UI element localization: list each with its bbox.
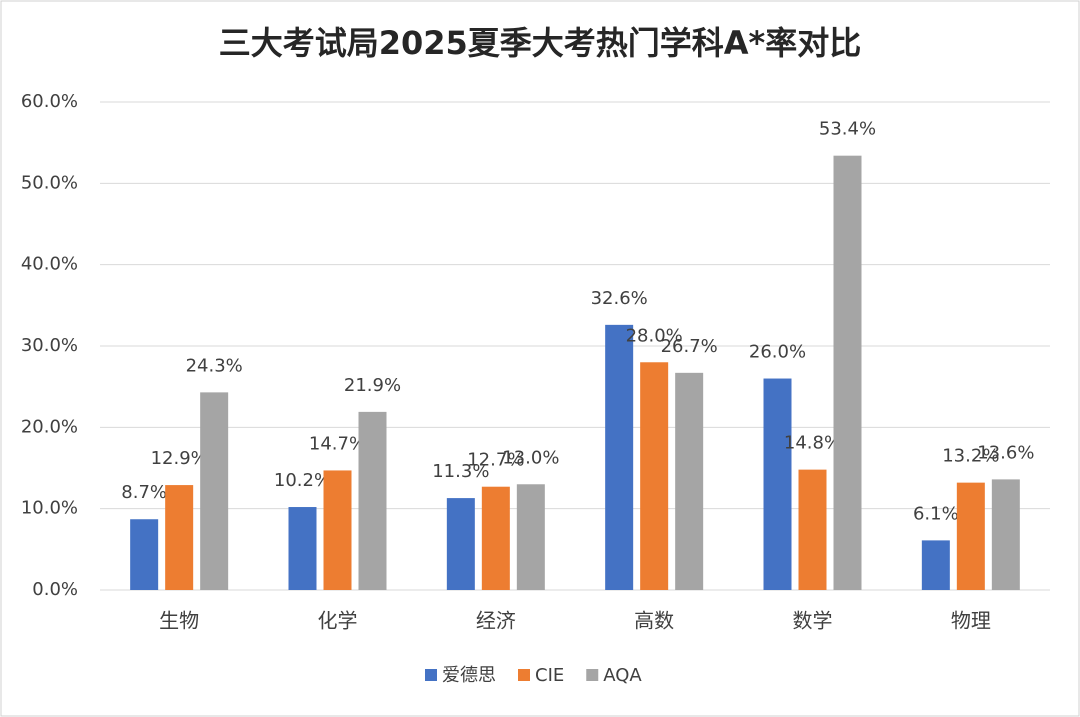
bar [763, 378, 792, 590]
value-label: 11.3% [432, 461, 489, 482]
x-tick-label: 化学 [318, 609, 358, 633]
x-tick-label: 经济 [476, 609, 516, 633]
value-label: 21.9% [344, 375, 401, 396]
y-tick-label: 20.0% [21, 416, 78, 437]
value-label: 32.6% [591, 288, 648, 309]
value-label: 24.3% [186, 355, 243, 376]
value-label: 14.7% [309, 433, 366, 454]
bar [798, 469, 827, 590]
chart-title: 三大考试局2025夏季大考热门学科A*率对比 [219, 24, 862, 62]
legend-swatch [518, 669, 530, 681]
bar [921, 540, 950, 590]
y-tick-label: 40.0% [21, 254, 78, 275]
x-tick-label: 数学 [793, 609, 833, 633]
legend-label: AQA [603, 665, 642, 686]
bar [323, 470, 352, 590]
value-label: 53.4% [819, 119, 876, 140]
bar [358, 411, 387, 590]
legend-swatch [586, 669, 599, 681]
x-tick-label: 高数 [634, 609, 674, 633]
x-tick-label: 生物 [159, 609, 199, 633]
bar [833, 155, 862, 590]
value-label: 13.6% [977, 442, 1034, 463]
value-label: 6.1% [913, 503, 959, 524]
value-label: 12.9% [151, 448, 208, 469]
bar [991, 479, 1020, 590]
bar [605, 324, 634, 590]
bar [516, 484, 545, 590]
bar [288, 507, 317, 590]
value-label: 14.8% [784, 433, 841, 454]
value-label: 10.2% [274, 470, 331, 491]
y-tick-label: 50.0% [21, 172, 78, 193]
bar [640, 362, 669, 590]
bar [481, 486, 510, 590]
legend-label: CIE [535, 665, 564, 686]
y-tick-label: 60.0% [21, 91, 78, 112]
bar [165, 485, 194, 590]
x-tick-label: 物理 [951, 609, 991, 633]
y-tick-label: 30.0% [21, 335, 78, 356]
value-label: 13.0% [502, 447, 559, 468]
value-label: 26.7% [661, 336, 718, 357]
bar [675, 372, 704, 590]
legend-swatch [425, 669, 437, 681]
bar [446, 498, 475, 590]
bar [130, 519, 159, 590]
value-label: 12.7% [467, 450, 524, 471]
bar [200, 392, 229, 590]
y-tick-label: 0.0% [32, 579, 78, 600]
value-label: 28.0% [626, 325, 683, 346]
value-label: 26.0% [749, 342, 806, 363]
y-tick-label: 10.0% [21, 498, 78, 519]
legend-label: 爱德思 [442, 665, 496, 686]
value-label: 8.7% [121, 482, 167, 503]
bar [956, 482, 985, 590]
value-label: 13.2% [942, 446, 999, 467]
